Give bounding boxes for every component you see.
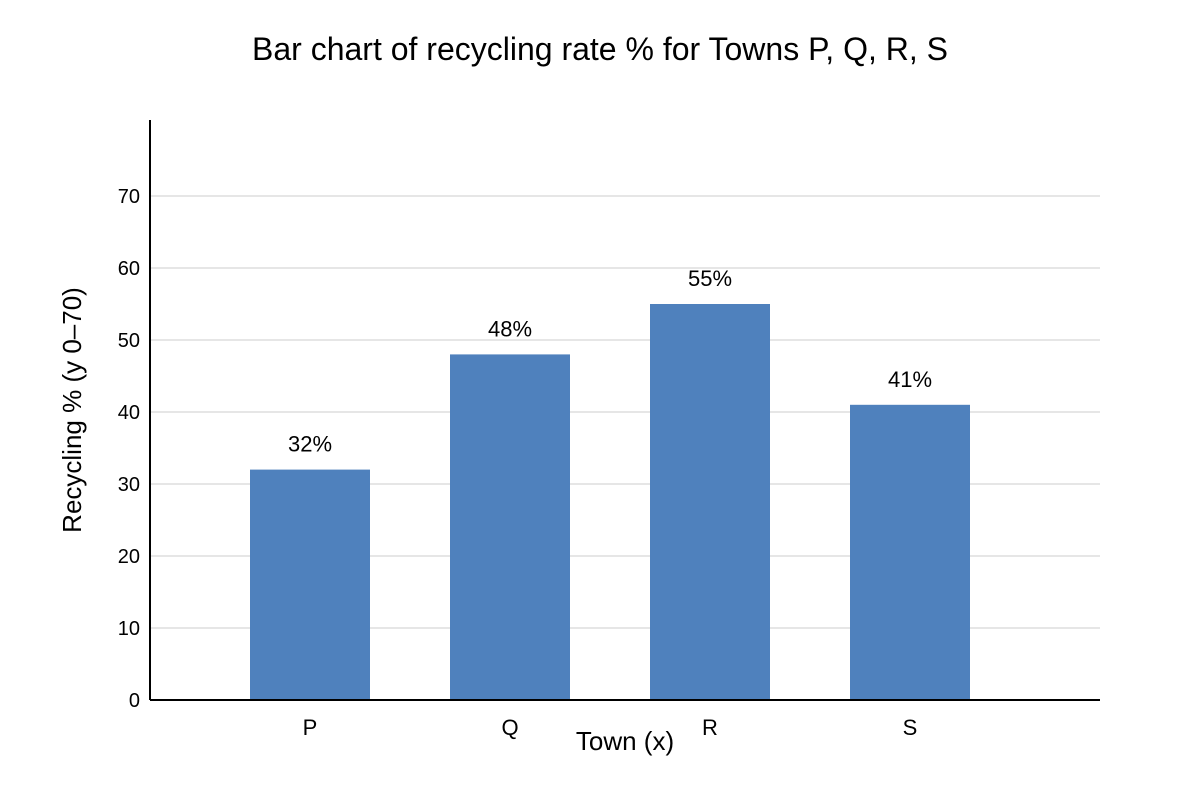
y-tick-label-70: 70 [118, 186, 140, 208]
y-tick-label-40: 40 [118, 402, 140, 424]
x-tick-label-P: P [303, 715, 318, 740]
y-tick-label-20: 20 [118, 546, 140, 568]
bar-value-label-P: 32% [288, 432, 332, 457]
bar-Q [450, 354, 570, 700]
bar-value-label-S: 41% [888, 367, 932, 392]
bar-value-label-Q: 48% [488, 316, 532, 341]
y-tick-label-10: 10 [118, 618, 140, 640]
x-tick-label-S: S [903, 715, 918, 740]
bar-P [250, 469, 370, 700]
bars [250, 304, 970, 700]
bar-S [850, 404, 970, 700]
y-axis-ticks: 0 10 20 30 40 50 60 70 [118, 186, 140, 712]
x-axis-ticks: P Q R S [303, 715, 918, 740]
x-tick-label-R: R [702, 715, 718, 740]
y-tick-label-0: 0 [129, 690, 140, 712]
y-axis-title: Recycling % (y 0–70) [57, 287, 87, 533]
bar-R [650, 304, 770, 700]
y-tick-label-30: 30 [118, 474, 140, 496]
x-tick-label-Q: Q [501, 715, 518, 740]
chart-title: Bar chart of recycling rate % for Towns … [252, 31, 948, 67]
y-tick-label-50: 50 [118, 330, 140, 352]
bar-value-label-R: 55% [688, 266, 732, 291]
y-tick-label-60: 60 [118, 258, 140, 280]
x-axis-title: Town (x) [576, 726, 674, 756]
bar-value-labels: 32% 48% 55% 41% [288, 266, 932, 457]
